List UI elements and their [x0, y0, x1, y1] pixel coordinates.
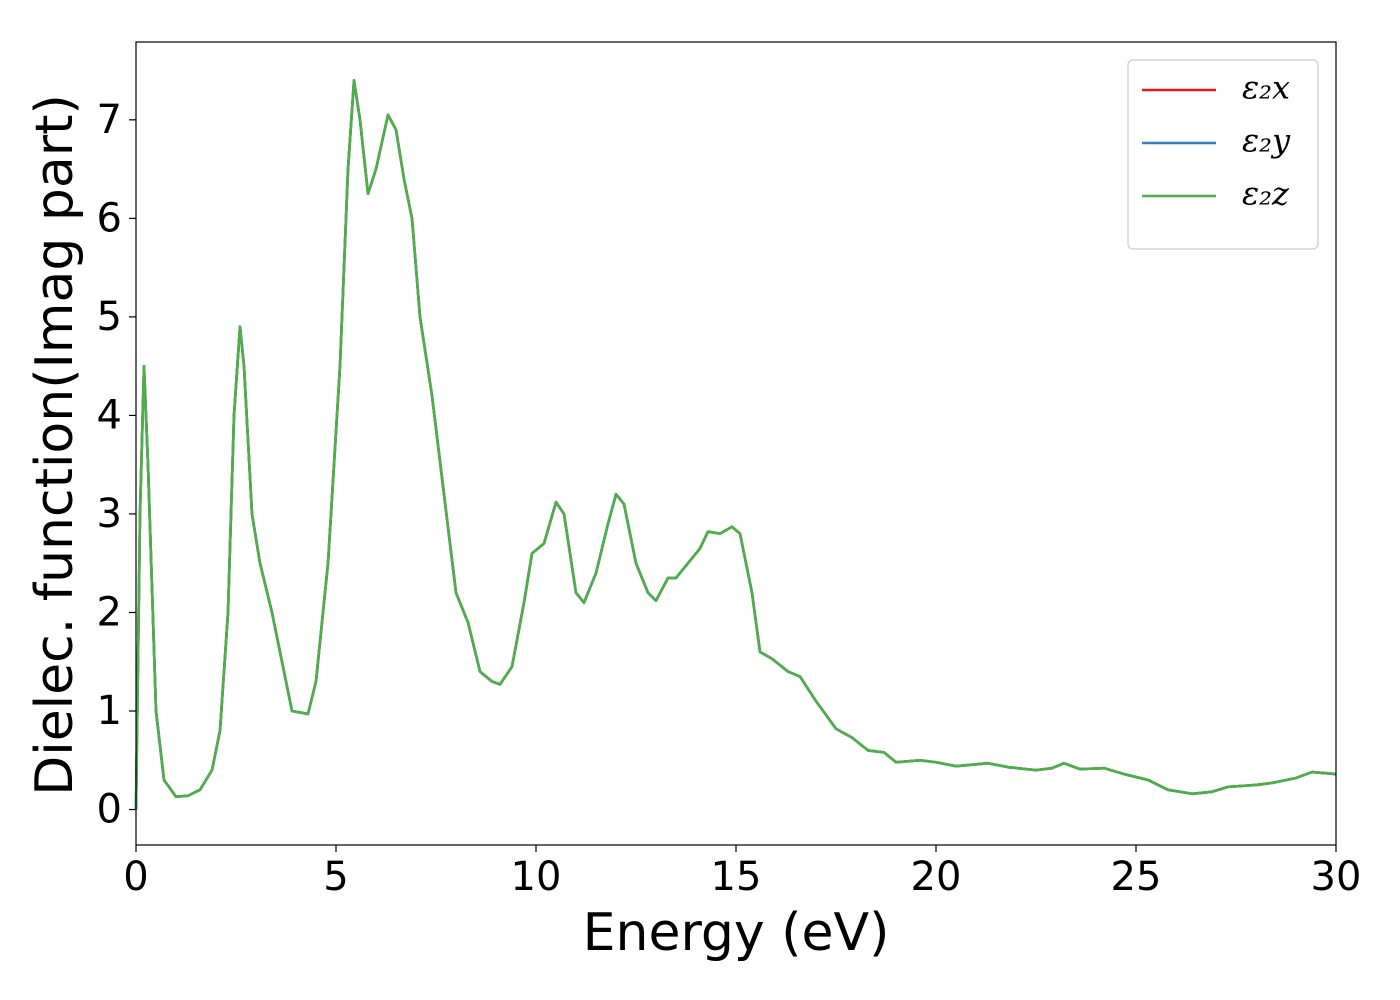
legend-box	[1127, 59, 1319, 250]
x-tick-label: 25	[1111, 854, 1162, 900]
legend-label: ε₂x	[1242, 69, 1290, 107]
legend-label: ε₂z	[1242, 175, 1290, 213]
y-tick-label: 7	[97, 97, 122, 143]
y-tick-label: 1	[97, 688, 122, 734]
y-tick-label: 4	[97, 392, 122, 438]
x-tick-label: 0	[123, 854, 148, 900]
x-axis-label: Energy (eV)	[583, 903, 890, 963]
x-tick-label: 5	[323, 854, 348, 900]
y-tick-label: 2	[97, 589, 122, 635]
y-axis-label: Dielec. function(Imag part)	[25, 94, 85, 796]
x-tick-label: 15	[711, 854, 762, 900]
y-tick-label: 6	[97, 195, 122, 241]
x-tick-label: 20	[911, 854, 962, 900]
plot-frame	[135, 41, 1337, 846]
y-tick-label: 5	[97, 294, 122, 340]
x-tick-label: 30	[1311, 854, 1362, 900]
x-tick-label: 10	[511, 854, 562, 900]
legend-label: ε₂y	[1242, 122, 1291, 160]
data-line	[134, 79, 1337, 810]
y-tick-label: 0	[97, 787, 122, 833]
y-tick-label: 3	[97, 491, 122, 537]
